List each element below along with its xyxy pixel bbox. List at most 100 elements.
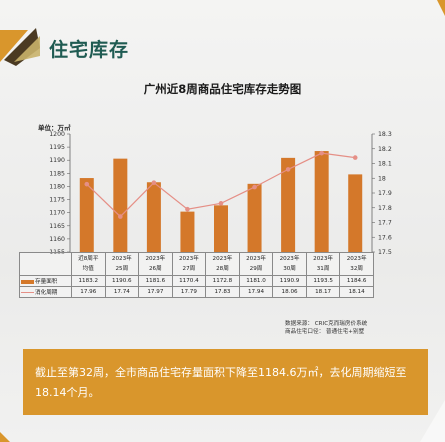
y-left-tick-label: 1190 <box>49 157 65 164</box>
source-line: 数据来源： CRIC克而瑞房价系统 <box>285 321 368 327</box>
summary-text: 截止至第32周，全市商品住宅存量面积下降至1184.6万㎡，去化周期缩短至18.… <box>35 366 407 399</box>
data-source: 数据来源： CRIC克而瑞房价系统 商品住宅口径： 普通住宅+别墅 <box>285 320 367 336</box>
left-accent-triangle <box>0 30 28 62</box>
data-cell: 1181.6 <box>138 275 173 287</box>
data-cell: 17.74 <box>104 286 140 298</box>
data-cell: 1190.6 <box>104 275 140 287</box>
category-label-line: 2023年 <box>346 256 367 262</box>
table-corner <box>19 252 72 276</box>
category-label-line: 2023年 <box>212 256 233 262</box>
table-row: 近8周平 均值 2023年 25周 2023年 26周 2023年 27周 2023年 28周 20… <box>19 252 374 276</box>
left-dark-triangle <box>4 28 40 66</box>
section-title: 住宅库存 <box>49 39 130 61</box>
chart-title: 广州近8周商品住宅库存走势图 <box>143 82 302 96</box>
category-label-line: 2023年 <box>178 256 199 262</box>
source-line: 商品住宅口径： 普通住宅+别墅 <box>285 329 365 335</box>
data-cell: 17.83 <box>205 286 240 298</box>
data-cell: 17.79 <box>171 286 207 298</box>
bar <box>214 205 228 252</box>
data-cell: 1193.5 <box>305 275 341 287</box>
line-point <box>319 150 324 156</box>
chart-plot: 1200119511901185118011751170116511601155… <box>49 131 392 256</box>
bar <box>247 183 262 252</box>
series-legend: 存量面积 <box>19 275 72 287</box>
category-label-line: 25周 <box>115 266 129 272</box>
category-label: 2023年 31周 <box>305 252 341 276</box>
bar <box>113 158 128 252</box>
bar <box>348 174 363 252</box>
y-right-tick-label: 17.9 <box>378 190 392 197</box>
category-label: 2023年 30周 <box>272 252 307 276</box>
y-right-tick-label: 18.3 <box>378 131 392 138</box>
y-left-tick-label: 1185 <box>49 170 65 177</box>
data-cell: 17.96 <box>71 286 106 298</box>
bottom-right-fade <box>420 400 445 442</box>
data-cell: 1190.9 <box>272 275 307 287</box>
data-cell: 1184.6 <box>339 275 374 287</box>
category-label-line: 近8周平 <box>78 256 99 262</box>
line-point <box>118 214 123 219</box>
data-cell: 18.14 <box>339 286 374 298</box>
data-cell: 1183.2 <box>71 275 106 287</box>
data-cell: 17.94 <box>238 286 274 298</box>
y-left-tick-label: 1165 <box>49 223 65 230</box>
legend-label: 消化周期 <box>35 290 58 296</box>
category-label-line: 2023年 <box>111 256 132 262</box>
y-right-tick-label: 18 <box>378 175 386 182</box>
category-label: 2023年 32周 <box>339 252 374 276</box>
bar <box>79 178 94 252</box>
category-label-line: 29周 <box>249 266 263 272</box>
category-label: 2023年 29周 <box>238 252 274 276</box>
data-table: 近8周平 均值 2023年 25周 2023年 26周 2023年 27周 2023年 28周 20… <box>19 252 374 298</box>
y-left-tick-label: 1200 <box>49 131 65 138</box>
y-right-tick-label: 18.1 <box>378 161 392 168</box>
category-label-line: 30周 <box>283 266 296 272</box>
legend-swatch-line <box>21 292 34 293</box>
y-left-tick-label: 1170 <box>49 210 65 217</box>
line-point <box>218 201 224 206</box>
line-point <box>185 206 190 212</box>
summary-banner: 截止至第32周，全市商品住宅存量面积下降至1184.6万㎡，去化周期缩短至18.… <box>23 349 428 415</box>
bar <box>180 211 195 252</box>
line-point <box>151 180 157 185</box>
category-label-line: 26周 <box>149 266 162 272</box>
bar <box>281 157 296 252</box>
data-cell: 17.97 <box>138 286 173 298</box>
data-cell: 1172.8 <box>205 275 240 287</box>
bar <box>146 182 161 252</box>
data-cell: 18.17 <box>305 286 341 298</box>
category-label: 2023年 28周 <box>205 252 240 276</box>
line-point <box>84 181 90 187</box>
line-point <box>352 155 358 160</box>
y-right-tick-label: 17.7 <box>378 220 392 227</box>
category-label-line: 28周 <box>216 266 229 272</box>
data-cell: 1170.4 <box>171 275 207 287</box>
data-cell: 1181.0 <box>238 275 274 287</box>
y-left-tick-label: 1180 <box>49 183 65 190</box>
category-label-line: 均值 <box>82 266 94 272</box>
line-point <box>285 167 291 172</box>
legend-swatch-bar <box>21 279 34 284</box>
category-label-line: 31周 <box>316 266 330 272</box>
data-cell: 18.06 <box>272 286 307 298</box>
y-left-tick-label: 1160 <box>49 236 65 243</box>
category-label: 近8周平均值 <box>71 252 106 276</box>
series-legend: 消化周期 <box>19 286 72 298</box>
category-label-line: 32周 <box>350 266 363 272</box>
table-row: 存量面积 1183.2 1190.6 1181.6 1170.4 1172.8 1181.0… <box>19 275 374 287</box>
y-right-tick-label: 17.5 <box>378 249 392 256</box>
table-row: 消化周期 17.96 17.74 17.97 17.79 17.83 17.94 18.06 1… <box>19 286 374 298</box>
bar <box>314 151 329 252</box>
y-right-tick-label: 18.2 <box>378 146 392 153</box>
bottom-left-accent <box>0 432 10 442</box>
line-point <box>252 184 257 190</box>
category-label-line: 2023年 <box>279 256 300 262</box>
category-label: 2023年 26周 <box>138 252 173 276</box>
category-label-line: 27周 <box>182 266 196 272</box>
category-label-line: 2023年 <box>145 256 166 262</box>
y-right-tick-label: 17.8 <box>378 205 392 212</box>
legend-label: 存量面积 <box>35 279 58 285</box>
y-left-tick-label: 1195 <box>49 144 65 151</box>
category-label: 2023年 27周 <box>171 252 207 276</box>
